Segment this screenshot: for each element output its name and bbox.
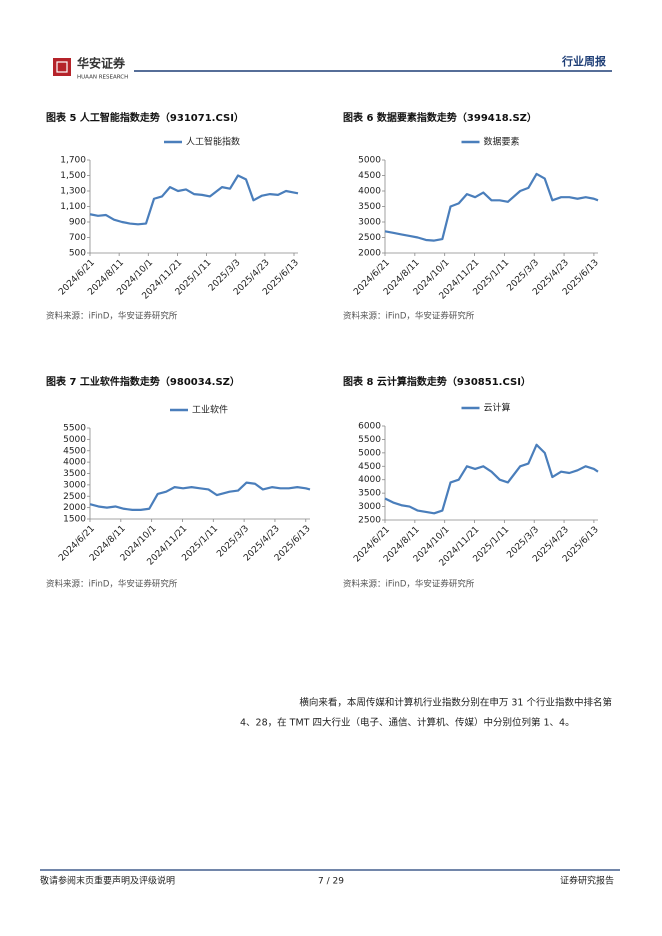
y-tick-label: 5000: [358, 156, 381, 166]
y-tick-label: 4500: [358, 462, 381, 472]
y-tick-label: 4500: [358, 171, 381, 181]
logo-sub: HUAAN RESEARCH: [77, 75, 128, 81]
chart-title: 图表 5 人工智能指数走势（931071.CSI）: [46, 111, 244, 124]
y-tick-label: 5500: [63, 424, 86, 434]
legend-label: 人工智能指数: [186, 136, 240, 148]
y-tick-label: 1,100: [60, 202, 86, 212]
legend-label: 工业软件: [192, 404, 228, 416]
chart-title: 图表 8 云计算指数走势（930851.CSI）: [343, 375, 531, 388]
y-tick-label: 1,500: [60, 171, 86, 181]
y-tick-label: 3000: [63, 480, 86, 490]
series-line: [89, 481, 311, 511]
footer-page: 7 / 29: [318, 877, 344, 887]
legend-label: 数据要素: [484, 136, 520, 148]
y-tick-label: 2500: [63, 492, 86, 502]
series-line: [89, 174, 299, 226]
y-tick-label: 3500: [358, 489, 381, 499]
y-tick-label: 2000: [63, 503, 86, 513]
y-tick-label: 5000: [358, 448, 381, 458]
y-tick-label: 3500: [358, 202, 381, 212]
y-tick-label: 4000: [63, 458, 86, 468]
footer-doc-type: 证券研究报告: [560, 875, 614, 887]
y-tick-label: 2500: [358, 233, 381, 243]
y-tick-label: 5500: [358, 435, 381, 445]
y-tick-label: 3500: [63, 469, 86, 479]
chart-source: 资料来源：iFinD，华安证券研究所: [46, 579, 178, 590]
series-line: [384, 443, 599, 515]
y-tick-label: 1,700: [60, 156, 86, 166]
y-tick-label: 4500: [63, 446, 86, 456]
chart-source: 资料来源：iFinD，华安证券研究所: [343, 579, 475, 590]
logo-text: 华安证券: [77, 56, 126, 71]
y-tick-label: 2500: [358, 516, 381, 526]
y-tick-label: 4000: [358, 187, 381, 197]
y-tick-label: 4000: [358, 475, 381, 485]
footer-disclaimer: 敬请参阅末页重要声明及评级说明: [40, 875, 175, 887]
series-line: [384, 172, 599, 242]
report-type: 行业周报: [561, 54, 607, 68]
y-tick-label: 1,300: [60, 187, 86, 197]
y-tick-label: 2000: [358, 249, 381, 259]
chart-title: 图表 7 工业软件指数走势（980034.SZ）: [46, 375, 240, 388]
y-tick-label: 1500: [63, 515, 86, 525]
y-tick-label: 3000: [358, 502, 381, 512]
chart-source: 资料来源：iFinD，华安证券研究所: [343, 311, 475, 322]
chart-title: 图表 6 数据要素指数走势（399418.SZ）: [343, 111, 537, 124]
y-tick-label: 6000: [358, 422, 381, 432]
body-line: 横向来看，本周传媒和计算机行业指数分别在申万 31 个行业指数中排名第: [299, 697, 612, 709]
y-tick-label: 5000: [63, 435, 86, 445]
y-tick-label: 3000: [358, 218, 381, 228]
y-tick-label: 500: [69, 249, 86, 259]
body-line: 4、28，在 TMT 四大行业（电子、通信、计算机、传媒）中分别位列第 1、4。: [240, 717, 575, 729]
chart-source: 资料来源：iFinD，华安证券研究所: [46, 311, 178, 322]
logo-mark: [53, 58, 71, 76]
legend-label: 云计算: [484, 402, 511, 414]
logo-inner: [56, 61, 68, 73]
y-tick-label: 700: [69, 233, 86, 243]
y-tick-label: 900: [69, 218, 86, 228]
